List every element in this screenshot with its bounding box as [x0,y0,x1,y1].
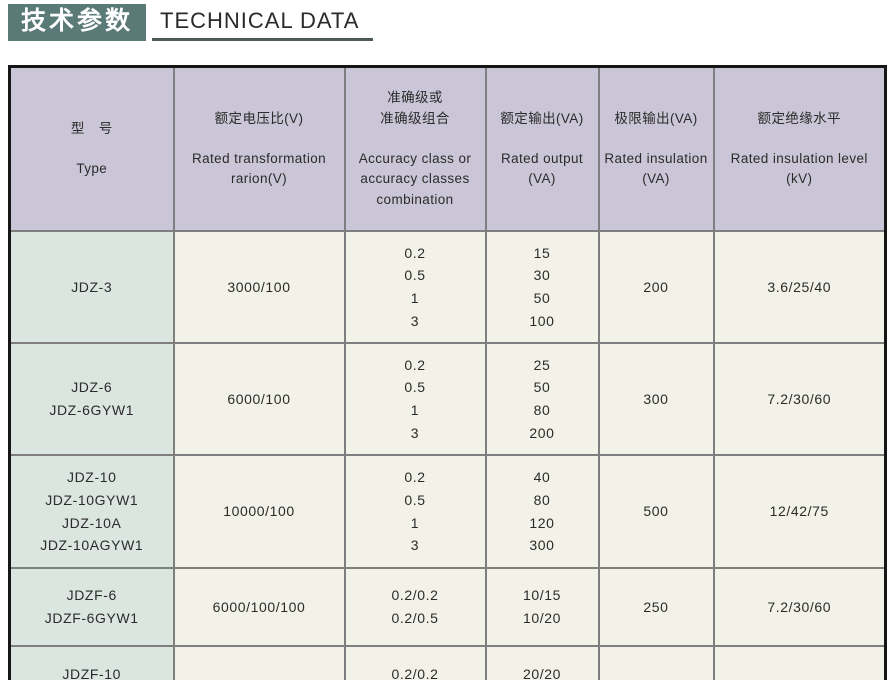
col-header-rated-output: 额定输出(VA) Rated output (VA) [484,65,600,232]
cell-accuracy: 0.2 0.5 1 3 [343,342,487,456]
page-header: 技术参数 TECHNICAL DATA [8,4,374,41]
col-header-insulation-level: 额定绝缘水平 Rated insulation level (kV) [712,65,887,232]
cell-type: JDZ-6 JDZ-6GYW1 [8,342,175,456]
col-header-insulation-level-en: Rated insulation level (kV) [730,151,868,187]
col-header-type-zh: 型 号 [70,120,113,136]
cell-type: JDZ-10 JDZ-10GYW1 JDZ-10A JDZ-10AGYW1 [8,454,175,569]
cell-accuracy: 0.2/0.2 0.2/0.5 [343,645,487,680]
col-header-accuracy: 准确级或 准确级组合 Accuracy class or accuracy cl… [343,65,487,232]
col-header-limit-output-en: Rated insulation (VA) [604,151,708,187]
cell-limit-output: 200 [597,230,715,344]
cell-rated-output: 25 50 80 200 [484,342,600,456]
cell-accuracy: 0.2 0.5 1 3 [343,230,487,344]
cell-insulation-level: 3.6/25/40 [712,230,887,344]
cell-rated-output: 10/15 10/20 [484,567,600,647]
cell-limit-output: 300 [597,342,715,456]
table-row: JDZ-3 3000/100 0.2 0.5 1 3 15 30 50 100 … [8,230,887,344]
cell-limit-output: 250 [597,645,715,680]
cell-accuracy: 0.2/0.2 0.2/0.5 [343,567,487,647]
cell-insulation-level: 7.2/30/60 [712,567,887,647]
col-header-ratio-zh: 额定电压比(V) [214,110,304,126]
cell-type: JDZF-6 JDZF-6GYW1 [8,567,175,647]
cell-ratio: 3000/100 [172,230,346,344]
cell-insulation-level: 12/42/75 [712,454,887,569]
col-header-ratio: 额定电压比(V) Rated transformation rarion(V) [172,65,346,232]
page-title-en: TECHNICAL DATA [152,8,374,41]
table-row: JDZ-6 JDZ-6GYW1 6000/100 0.2 0.5 1 3 25 … [8,342,887,456]
cell-ratio: 6000/100/100 [172,567,346,647]
cell-rated-output: 40 80 120 300 [484,454,600,569]
cell-ratio: 6000/100 [172,342,346,456]
col-header-limit-output: 极限输出(VA) Rated insulation (VA) [597,65,715,232]
cell-accuracy: 0.2 0.5 1 3 [343,454,487,569]
cell-type: JDZF-10 JDZF-10GYW1 [8,645,175,680]
cell-ratio: 10000/100 [172,454,346,569]
col-header-type-en: Type [76,161,108,177]
table-row: JDZ-10 JDZ-10GYW1 JDZ-10A JDZ-10AGYW1 10… [8,454,887,569]
cell-rated-output: 15 30 50 100 [484,230,600,344]
col-header-rated-output-en: Rated output (VA) [500,151,584,187]
col-header-type: 型 号 Type [8,65,175,232]
cell-insulation-level: 12/42/75 [712,645,887,680]
table-header-row: 型 号 Type 额定电压比(V) Rated transformation r… [8,65,887,232]
page-title-zh: 技术参数 [8,4,147,41]
col-header-accuracy-zh: 准确级或 准确级组合 [380,90,450,126]
cell-insulation-level: 7.2/30/60 [712,342,887,456]
col-header-ratio-en: Rated transformation rarion(V) [191,151,327,187]
col-header-limit-output-zh: 极限输出(VA) [614,110,698,126]
cell-rated-output: 20/20 20/25 [484,645,600,680]
col-header-insulation-level-zh: 额定绝缘水平 [757,110,841,126]
cell-limit-output: 250 [597,567,715,647]
cell-limit-output: 500 [597,454,715,569]
cell-type: JDZ-3 [8,230,175,344]
technical-data-table: 型 号 Type 额定电压比(V) Rated transformation r… [8,65,887,680]
cell-ratio: 10000/100/100 [172,645,346,680]
col-header-rated-output-zh: 额定输出(VA) [500,110,584,126]
table-row: JDZF-6 JDZF-6GYW1 6000/100/100 0.2/0.2 0… [8,567,887,647]
table-row: JDZF-10 JDZF-10GYW1 10000/100/100 0.2/0.… [8,645,887,680]
col-header-accuracy-en: Accuracy class or accuracy classes combi… [358,151,472,207]
